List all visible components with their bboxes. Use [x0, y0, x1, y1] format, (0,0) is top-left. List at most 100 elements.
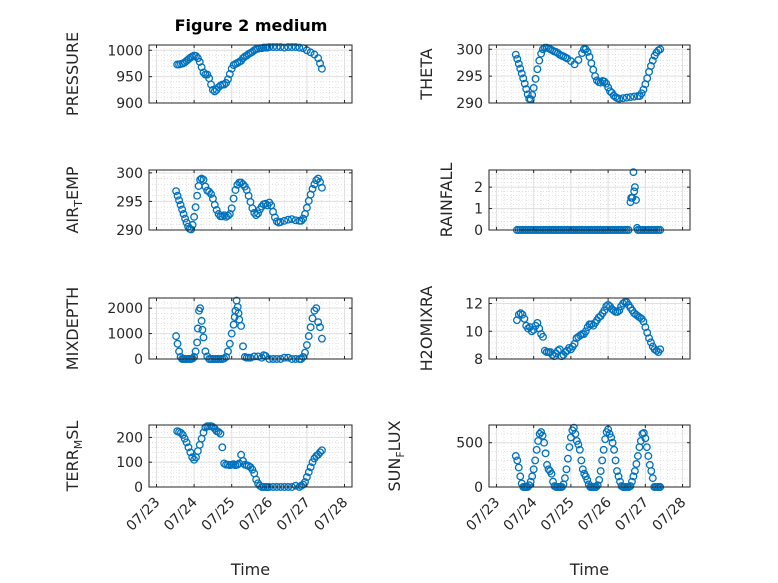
- data-series: [173, 43, 326, 96]
- data-point: [287, 215, 296, 224]
- chart-panel-6: 8 10 12 H2OMIXRA: [417, 286, 691, 372]
- data-point: [525, 481, 534, 490]
- data-point: [514, 463, 523, 472]
- data-point: [193, 324, 202, 333]
- data-point: [572, 436, 581, 445]
- data-point: [613, 467, 621, 476]
- data-point: [518, 310, 527, 319]
- axes-box: [148, 297, 353, 360]
- x-axis-label: Time: [230, 560, 270, 579]
- data-point: [220, 211, 229, 220]
- data-point: [630, 183, 639, 192]
- data-point: [600, 77, 609, 86]
- data-point: [199, 333, 208, 342]
- y-axis-label-part: H2OMIXRA: [417, 286, 436, 372]
- y-axis-label-part: THETA: [417, 48, 436, 100]
- data-point: [622, 93, 631, 102]
- data-point: [632, 196, 640, 204]
- data-point: [175, 347, 184, 356]
- data-point: [598, 456, 607, 465]
- data-point: [583, 48, 592, 56]
- data-point: [284, 353, 293, 362]
- y-tick-label: 300: [456, 42, 483, 58]
- x-axis-label: Time: [569, 560, 609, 579]
- data-point: [302, 341, 311, 349]
- data-point: [182, 438, 191, 447]
- data-series: [511, 43, 665, 104]
- data-point: [626, 93, 635, 102]
- data-point: [229, 194, 238, 203]
- data-point: [201, 423, 210, 432]
- y-axis-label-part: LUX: [385, 420, 404, 451]
- data-point: [195, 57, 204, 66]
- data-point: [280, 216, 289, 225]
- data-point: [591, 72, 600, 81]
- y-axis-label: THETA: [417, 48, 436, 100]
- data-point: [192, 52, 200, 61]
- data-point: [314, 318, 323, 327]
- data-point: [237, 322, 246, 330]
- data-point: [511, 452, 520, 460]
- data-point: [220, 80, 229, 89]
- data-point: [652, 346, 661, 355]
- data-point: [647, 467, 656, 476]
- data-point: [191, 347, 200, 356]
- data-point: [203, 70, 212, 79]
- data-point: [543, 460, 552, 469]
- data-point: [284, 215, 293, 224]
- y-tick-label: 8: [474, 352, 483, 368]
- data-point: [642, 443, 651, 452]
- y-axis-label-subscript: F: [394, 451, 407, 457]
- data-point: [595, 475, 604, 484]
- y-tick-label: 100: [116, 455, 143, 471]
- data-point: [201, 182, 210, 191]
- y-axis-label: SUNFLUX: [385, 420, 407, 491]
- y-tick-label: 1: [474, 202, 483, 218]
- data-point: [611, 456, 620, 465]
- data-point: [227, 204, 236, 213]
- y-tick-label: 2: [474, 180, 483, 196]
- data-point: [583, 475, 592, 484]
- data-point: [615, 306, 624, 315]
- data-point: [548, 350, 557, 359]
- data-point: [198, 325, 207, 334]
- data-point: [312, 176, 321, 185]
- y-tick-label: 500: [456, 436, 483, 452]
- data-point: [248, 204, 257, 213]
- data-point: [190, 212, 199, 221]
- data-point: [517, 69, 526, 78]
- chart-panel-3: 290 295 300 AIRTEMP: [63, 166, 353, 239]
- y-tick-label: 2000: [107, 301, 143, 317]
- data-point: [513, 55, 522, 63]
- axes-box: [148, 424, 353, 488]
- data-point: [630, 187, 639, 196]
- data-point: [516, 309, 525, 318]
- data-point: [246, 353, 255, 362]
- axes-box: [148, 44, 353, 104]
- data-point: [519, 74, 528, 83]
- data-point: [629, 168, 638, 177]
- data-point: [529, 325, 538, 334]
- axes-box: [488, 44, 691, 104]
- y-axis-label-part: MIXDEPTH: [63, 287, 82, 370]
- data-point: [254, 352, 262, 361]
- data-point: [538, 431, 547, 440]
- data-point: [602, 79, 611, 88]
- data-point: [317, 334, 326, 343]
- data-point: [178, 205, 187, 214]
- data-point: [574, 56, 583, 64]
- data-point: [181, 214, 190, 223]
- chart-panel-2: 290 295 300 THETA: [417, 42, 691, 112]
- y-tick-label: 900: [116, 96, 143, 112]
- data-point: [563, 454, 572, 463]
- data-point: [280, 353, 289, 362]
- data-point: [280, 43, 289, 52]
- data-point: [562, 465, 571, 474]
- data-point: [306, 463, 315, 472]
- y-tick-label: 295: [456, 69, 483, 85]
- data-point: [250, 352, 259, 361]
- data-point: [529, 84, 538, 92]
- data-point: [299, 214, 308, 223]
- data-point: [605, 429, 614, 438]
- data-point: [207, 80, 215, 89]
